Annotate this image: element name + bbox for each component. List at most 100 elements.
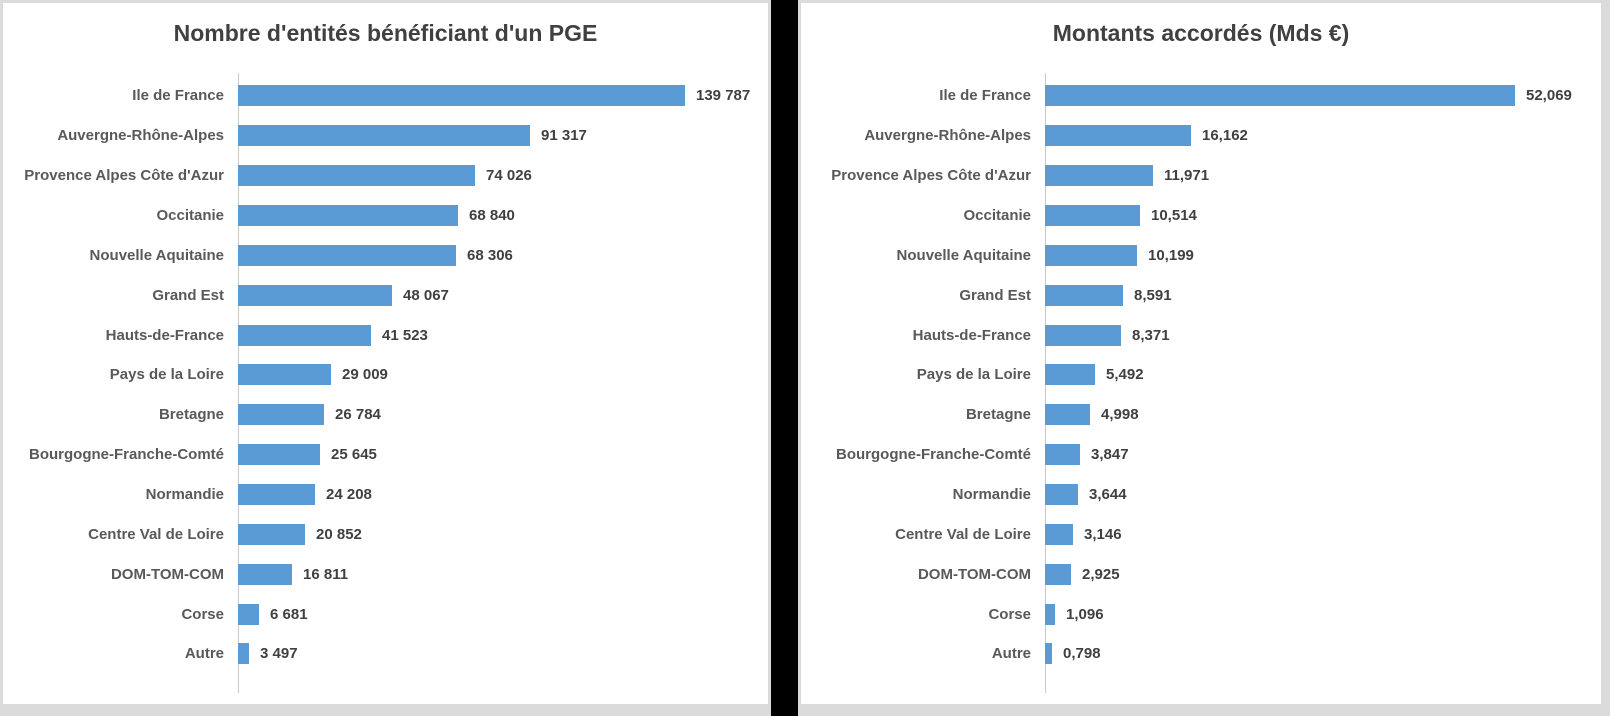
chart-row: Occitanie 10,514 xyxy=(801,196,1595,236)
value-label: 3 497 xyxy=(260,645,298,663)
category-label: Auvergne-Rhône-Alpes xyxy=(864,127,1031,145)
category-label: Grand Est xyxy=(959,286,1031,304)
category-label: Nouvelle Aquitaine xyxy=(896,246,1031,264)
value-label: 10,199 xyxy=(1148,246,1194,264)
chart-row: Autre 3 497 xyxy=(3,634,762,674)
value-label: 25 645 xyxy=(331,446,377,464)
value-label: 52,069 xyxy=(1526,87,1572,105)
bar xyxy=(238,244,456,266)
category-label: Pays de la Loire xyxy=(916,366,1031,384)
category-label: Provence Alpes Côte d'Azur xyxy=(24,167,224,185)
category-label: Corse xyxy=(988,605,1031,623)
category-label: Centre Val de Loire xyxy=(895,525,1031,543)
chart-row: Hauts-de-France 8,371 xyxy=(801,315,1595,355)
chart-panel-amounts: Montants accordés (Mds €) Ile de France 5… xyxy=(801,3,1601,704)
chart-row: Grand Est 48 067 xyxy=(3,275,762,315)
bar xyxy=(238,563,292,585)
bar xyxy=(1045,85,1515,107)
bar xyxy=(238,85,685,107)
value-label: 3,847 xyxy=(1091,446,1129,464)
chart-row: Bretagne 26 784 xyxy=(3,395,762,435)
bar xyxy=(238,324,371,346)
chart-row: DOM-TOM-COM 16 811 xyxy=(3,554,762,594)
value-label: 4,998 xyxy=(1101,406,1139,424)
category-label: Centre Val de Loire xyxy=(88,525,224,543)
value-label: 3,146 xyxy=(1084,525,1122,543)
bar xyxy=(238,364,331,386)
chart-row: Ile de France 52,069 xyxy=(801,76,1595,116)
category-label: DOM-TOM-COM xyxy=(917,565,1031,583)
bar xyxy=(1045,364,1095,386)
chart-row: Pays de la Loire 29 009 xyxy=(3,355,762,395)
value-label: 11,971 xyxy=(1164,167,1210,185)
chart-row: Provence Alpes Côte d'Azur 11,971 xyxy=(801,156,1595,196)
chart-row: Bretagne 4,998 xyxy=(801,395,1595,435)
bar xyxy=(1045,563,1071,585)
chart-title: Nombre d'entités bénéficiant d'un PGE xyxy=(173,20,598,46)
category-label: Occitanie xyxy=(156,207,224,224)
value-label: 3,644 xyxy=(1089,486,1127,504)
chart-row: Auvergne-Rhône-Alpes 91 317 xyxy=(3,116,762,156)
chart-row: Normandie 3,644 xyxy=(801,475,1595,515)
plot-area: Ile de France 139 787 Auvergne-Rhône-Alpes… xyxy=(3,76,762,674)
value-label: 16 811 xyxy=(303,565,349,583)
category-label: Bourgogne-Franche-Comté xyxy=(836,446,1031,464)
value-label: 8,371 xyxy=(1132,326,1170,344)
category-label: Bretagne xyxy=(965,406,1031,424)
panel-divider xyxy=(771,0,798,716)
value-label: 29 009 xyxy=(342,366,388,384)
bar xyxy=(1045,603,1055,625)
category-label: Hauts-de-France xyxy=(912,326,1031,344)
chart-row: Pays de la Loire 5,492 xyxy=(801,355,1595,395)
chart-row: Corse 1,096 xyxy=(801,594,1595,634)
value-label: 8,591 xyxy=(1134,286,1172,304)
value-label: 48 067 xyxy=(403,286,449,304)
bar xyxy=(1045,324,1121,346)
bar xyxy=(1045,125,1191,147)
value-label: 139 787 xyxy=(696,87,751,105)
category-label: Ile de France xyxy=(939,87,1031,105)
bar xyxy=(1045,643,1052,665)
value-label: 5,492 xyxy=(1106,366,1144,384)
category-label: Grand Est xyxy=(152,286,224,304)
bar xyxy=(1045,165,1153,187)
category-label: Hauts-de-France xyxy=(105,326,224,344)
chart-row: Nouvelle Aquitaine 10,199 xyxy=(801,235,1595,275)
bar xyxy=(1045,244,1137,266)
category-label: Ile de France xyxy=(132,87,224,105)
value-label: 1,096 xyxy=(1066,605,1104,623)
value-label: 6 681 xyxy=(270,605,308,623)
category-label: Nouvelle Aquitaine xyxy=(89,246,224,264)
bar xyxy=(1045,484,1078,506)
chart-panel-entities: Nombre d'entités bénéficiant d'un PGE Il… xyxy=(3,3,768,704)
bar xyxy=(1045,444,1080,466)
value-label: 0,798 xyxy=(1063,645,1101,663)
value-label: 16,162 xyxy=(1202,127,1248,145)
bar xyxy=(238,523,305,545)
value-label: 41 523 xyxy=(382,326,428,344)
value-label: 26 784 xyxy=(335,406,381,424)
bar xyxy=(1045,205,1140,226)
chart-row: Autre 0,798 xyxy=(801,634,1595,674)
bar xyxy=(1045,284,1123,306)
category-label: Occitanie xyxy=(963,207,1031,224)
bar xyxy=(238,404,324,426)
chart-row: Centre Val de Loire 20 852 xyxy=(3,514,762,554)
chart-row: Occitanie 68 840 xyxy=(3,196,762,236)
category-label: Autre xyxy=(991,645,1031,663)
chart-row: Hauts-de-France 41 523 xyxy=(3,315,762,355)
value-label: 20 852 xyxy=(316,525,362,543)
bar xyxy=(1045,523,1073,545)
chart-row: Corse 6 681 xyxy=(3,594,762,634)
category-label: Pays de la Loire xyxy=(109,366,224,384)
chart-row: Grand Est 8,591 xyxy=(801,275,1595,315)
value-label: 24 208 xyxy=(326,486,372,504)
chart-title: Montants accordés (Mds €) xyxy=(1052,20,1350,46)
bar xyxy=(238,125,530,147)
chart-row: Normandie 24 208 xyxy=(3,475,762,515)
value-label: 91 317 xyxy=(541,127,587,145)
category-label: Provence Alpes Côte d'Azur xyxy=(831,167,1031,185)
value-label: 68 306 xyxy=(467,246,513,264)
bar xyxy=(238,284,392,306)
